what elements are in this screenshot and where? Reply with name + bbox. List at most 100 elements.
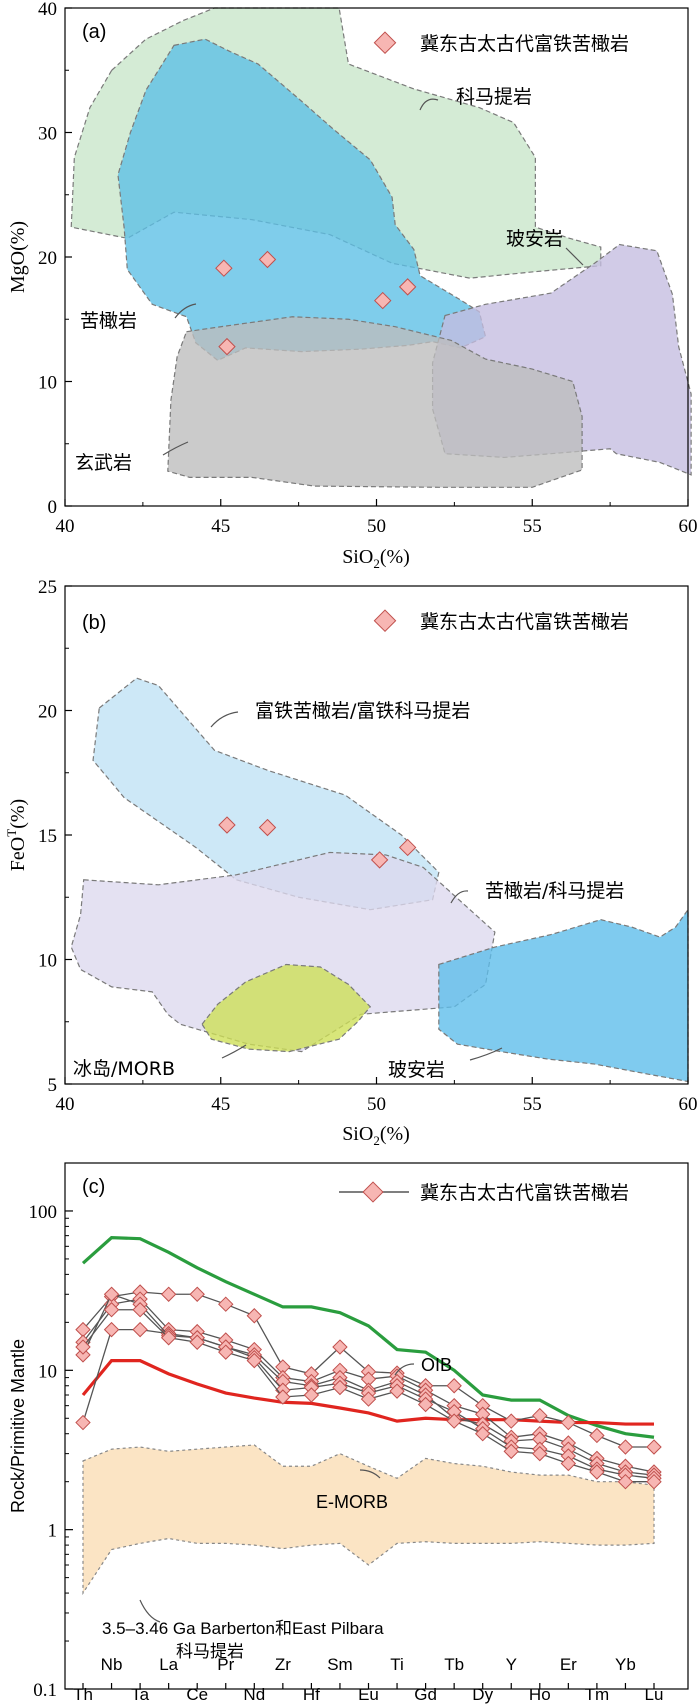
- c-ytick-label: 10: [38, 1361, 57, 1382]
- oib-leader: [394, 1363, 415, 1376]
- boninite-leader-a: [565, 247, 584, 266]
- field-label-boninite-a: 玻安岩: [506, 228, 563, 250]
- b-ytick-label: 20: [38, 702, 57, 723]
- c-ytick-label: 100: [29, 1202, 58, 1223]
- b-ytick-label: 5: [48, 1075, 58, 1096]
- b-point-1: [258, 818, 277, 837]
- panel-b-legend-marker: [373, 609, 397, 633]
- c-element-label-bottom: Ta: [131, 1685, 150, 1704]
- a-ytick-label: 20: [38, 248, 57, 269]
- c-ytick-label: 1: [48, 1521, 58, 1542]
- barberton-leader: [139, 1599, 161, 1623]
- b-ytick-label: 25: [38, 577, 57, 598]
- a-xtick-label: 45: [211, 516, 230, 537]
- panel-c-spider-diagram: 0.1 1 10 100 Nb La Pr Zr Sm Ti Tb Y Er Yb Th Ta Ce Nd Hf Eu…: [8, 1162, 689, 1704]
- c-element-label-bottom: Ce: [186, 1685, 208, 1704]
- field-label-basalt: 玄武岩: [75, 452, 132, 474]
- c-element-label-top: Pr: [217, 1655, 234, 1674]
- c-element-label-top: Yb: [615, 1655, 636, 1674]
- sample-point: [189, 1334, 205, 1350]
- c-element-label-top: Nb: [101, 1655, 123, 1674]
- sample-point: [617, 1473, 634, 1490]
- panel-a-ylabel: MgO(%): [7, 221, 29, 293]
- sample-point: [360, 1391, 377, 1407]
- c-element-label-bottom: Hf: [303, 1685, 320, 1704]
- c-element-label-top: Er: [560, 1655, 577, 1674]
- b-xtick-label: 40: [56, 1094, 75, 1115]
- b-xtick-label: 50: [367, 1094, 386, 1115]
- a-field-1: [117, 38, 487, 362]
- a-point-2: [218, 337, 236, 356]
- sample-point: [589, 1464, 605, 1480]
- sample-point: [132, 1302, 148, 1318]
- a-ytick-label: 0: [48, 497, 58, 518]
- panel-b-xlabel: SiO2(%): [342, 1123, 410, 1148]
- c-ytick-label: 0.1: [33, 1680, 57, 1701]
- c-element-label-top: Ti: [390, 1655, 404, 1674]
- sample-point: [75, 1347, 91, 1363]
- fe-picrite-leader: [210, 711, 239, 728]
- sample-point: [246, 1308, 263, 1324]
- sample-point: [75, 1339, 91, 1355]
- c-element-label-bottom: Lu: [645, 1685, 664, 1704]
- field-label-boninite-b: 玻安岩: [388, 1059, 445, 1081]
- sample-point: [75, 1414, 91, 1431]
- field-label-picrite: 苦橄岩: [80, 310, 137, 332]
- a-xtick-label: 60: [679, 516, 698, 537]
- a-ytick-label: 30: [38, 124, 57, 145]
- panel-b-letter: (b): [82, 612, 106, 634]
- komatiite-leader: [419, 98, 439, 111]
- field-label-iceland-morb: 冰岛/MORB: [73, 1058, 175, 1080]
- sample-point: [332, 1379, 348, 1396]
- b-ytick-label: 15: [38, 826, 57, 847]
- a-point-0: [215, 259, 233, 277]
- a-point-3: [374, 291, 392, 310]
- sample-point: [389, 1383, 405, 1399]
- sample-point: [617, 1439, 634, 1455]
- barberton-pilbara-band: [82, 1444, 655, 1596]
- sample-point: [503, 1443, 519, 1460]
- sample-point: [189, 1286, 205, 1302]
- sample-point: [446, 1413, 462, 1429]
- sample-point: [532, 1445, 548, 1462]
- emorb-annotation: E-MORB: [316, 1492, 388, 1512]
- c-element-label-bottom: Eu: [358, 1685, 379, 1704]
- barberton-annotation: 3.5–3.46 Ga Barberton和East Pilbara: [102, 1619, 384, 1638]
- sample-point: [503, 1413, 519, 1429]
- picrite-leader: [174, 303, 197, 319]
- a-ytick-label: 10: [38, 373, 57, 394]
- a-point-1: [258, 250, 277, 269]
- barberton-annotation-2: 科马提岩: [176, 1642, 244, 1662]
- sample-point: [332, 1339, 348, 1355]
- panel-b-ylabel: FeOT(%): [4, 799, 29, 871]
- c-element-label-top: Y: [506, 1655, 517, 1674]
- b-xtick-label: 55: [523, 1094, 542, 1115]
- panel-b-feot-vs-sio2: 40 45 50 55 60 5 10 15 20 25 (b) 冀东古太古代富铁苦橄岩 富铁苦橄…: [4, 577, 698, 1148]
- basalt-leader: [162, 441, 189, 456]
- sample-point: [103, 1302, 120, 1318]
- panel-a-legend-label: 冀东古太古代富铁苦橄岩: [420, 33, 629, 55]
- b-xtick-label: 45: [211, 1094, 230, 1115]
- field-label-fe-picrite: 富铁苦橄岩/富铁科马提岩: [255, 700, 470, 722]
- panel-a-legend-marker: [373, 31, 397, 55]
- sample-point: [160, 1330, 177, 1346]
- b-field-2: [201, 963, 372, 1053]
- sample-point: [532, 1407, 548, 1424]
- panel-c-letter: (c): [82, 1176, 105, 1198]
- sample-point: [132, 1321, 148, 1338]
- c-element-label-bottom: Nd: [243, 1685, 265, 1704]
- panel-c-frame: [64, 1162, 689, 1690]
- c-element-label-top: Zr: [275, 1655, 291, 1674]
- c-element-label-bottom: Dy: [472, 1685, 493, 1704]
- a-point-4: [398, 278, 417, 296]
- sample-point: [160, 1286, 177, 1302]
- panel-b-legend-label: 冀东古太古代富铁苦橄岩: [420, 611, 629, 633]
- picrite-komatiite-leader: [450, 890, 469, 904]
- sample-point: [474, 1426, 491, 1442]
- panel-c-ylabel: Rock/Primitive Mantle: [8, 1339, 28, 1513]
- panel-a-xlabel: SiO2(%): [342, 546, 410, 571]
- sample-point: [103, 1321, 120, 1338]
- sample-point: [246, 1352, 263, 1369]
- c-element-label-bottom: Th: [73, 1685, 93, 1704]
